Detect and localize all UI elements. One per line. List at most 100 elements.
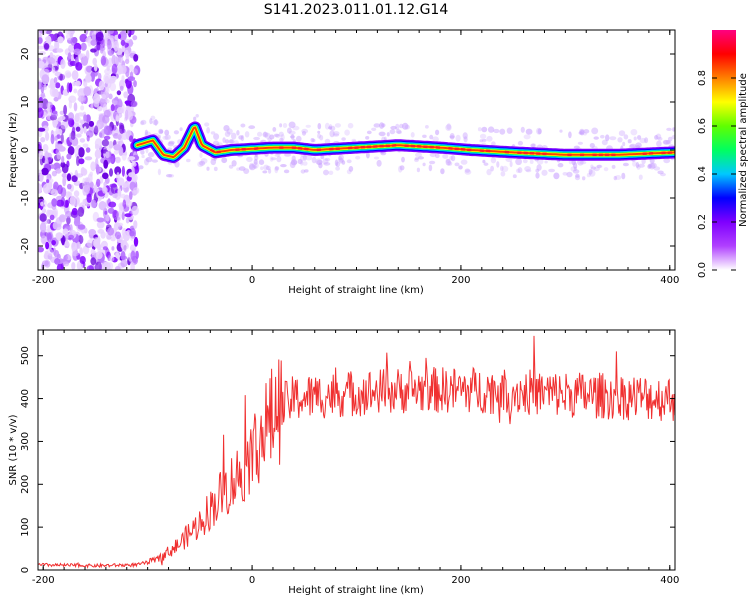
noise-blob xyxy=(53,97,59,102)
noise-blob xyxy=(41,199,47,208)
noise-blob xyxy=(86,193,92,203)
noise-blob xyxy=(68,118,72,126)
haze-blob xyxy=(402,122,409,130)
haze-blob xyxy=(243,168,250,175)
haze-blob xyxy=(605,134,610,142)
noise-blob xyxy=(113,150,119,155)
haze-blob xyxy=(515,168,521,173)
noise-blob xyxy=(114,216,121,221)
haze-blob xyxy=(617,137,623,143)
noise-blob xyxy=(38,96,43,103)
haze-blob xyxy=(579,160,587,165)
noise-blob xyxy=(54,135,58,141)
haze-blob xyxy=(500,171,506,177)
noise-blob xyxy=(124,49,129,58)
haze-blob xyxy=(249,162,254,170)
noise-blob xyxy=(73,190,80,198)
noise-blob xyxy=(107,30,115,35)
haze-blob xyxy=(287,127,292,134)
haze-blob xyxy=(254,154,259,161)
ridge-peak xyxy=(297,146,303,150)
haze-blob xyxy=(159,130,164,134)
noise-blob xyxy=(96,178,101,188)
snr-ytick-label: 200 xyxy=(20,475,31,494)
haze-blob xyxy=(197,161,204,168)
haze-blob xyxy=(323,169,329,176)
haze-blob xyxy=(637,135,642,140)
noise-blob xyxy=(52,66,56,74)
haze-blob xyxy=(663,158,671,164)
noise-blob xyxy=(73,218,81,227)
noise-blob xyxy=(67,183,72,190)
noise-blob xyxy=(92,57,97,66)
haze-blob xyxy=(464,169,472,175)
spectrogram-ytick-label: 0 xyxy=(20,147,31,153)
noise-blob xyxy=(38,60,45,69)
haze-blob xyxy=(636,164,641,170)
haze-blob xyxy=(279,123,283,128)
haze-blob xyxy=(655,133,662,140)
noise-blob xyxy=(64,255,68,261)
haze-blob xyxy=(390,125,397,130)
spectrogram-ylabel: Frequency (Hz) xyxy=(8,112,19,188)
noise-blob xyxy=(57,144,63,149)
noise-blob xyxy=(90,248,96,256)
colorbar-tick-label: 0.0 xyxy=(697,262,708,278)
noise-blob xyxy=(57,128,63,135)
ridge-peak xyxy=(304,147,309,151)
noise-blob xyxy=(71,241,77,252)
noise-blob xyxy=(125,200,133,207)
noise-blob xyxy=(85,65,93,73)
noise-blob xyxy=(102,185,107,194)
haze-blob xyxy=(611,164,616,169)
noise-blob xyxy=(107,49,114,56)
haze-blob xyxy=(460,159,468,165)
noise-blob xyxy=(78,95,86,103)
noise-blob xyxy=(130,261,135,270)
haze-blob xyxy=(464,168,471,173)
noise-blob xyxy=(102,172,109,180)
haze-blob xyxy=(335,161,341,167)
haze-blob xyxy=(373,123,381,128)
noise-blob xyxy=(88,120,95,127)
noise-blob xyxy=(41,208,47,214)
noise-blob xyxy=(83,114,87,122)
snr-xtick-label: 200 xyxy=(451,575,470,586)
noise-blob xyxy=(61,155,65,164)
haze-blob xyxy=(647,164,652,169)
haze-blob xyxy=(573,145,580,149)
noise-blob xyxy=(93,63,98,72)
noise-blob xyxy=(131,205,139,216)
haze-blob xyxy=(486,168,492,176)
haze-blob xyxy=(522,159,528,164)
noise-blob xyxy=(78,147,85,158)
haze-blob xyxy=(524,166,531,172)
noise-blob xyxy=(120,65,127,75)
haze-blob xyxy=(150,115,156,121)
haze-blob xyxy=(253,165,257,169)
noise-blob xyxy=(102,246,108,251)
noise-blob xyxy=(94,149,102,159)
noise-blob xyxy=(71,207,78,216)
haze-blob xyxy=(572,169,580,174)
noise-blob xyxy=(113,40,119,52)
noise-blob xyxy=(55,91,59,97)
haze-blob xyxy=(490,157,497,164)
noise-blob xyxy=(132,255,137,264)
haze-blob xyxy=(290,134,295,140)
noise-blob xyxy=(105,214,110,222)
noise-blob xyxy=(83,184,91,193)
noise-blob xyxy=(104,38,108,47)
noise-blob xyxy=(64,70,72,79)
noise-blob xyxy=(57,36,64,44)
haze-blob xyxy=(297,158,303,165)
noise-blob xyxy=(47,248,54,256)
haze-blob xyxy=(591,127,599,135)
haze-blob xyxy=(164,134,171,140)
haze-blob xyxy=(337,155,342,161)
noise-blob xyxy=(105,151,110,159)
noise-blob xyxy=(104,75,110,84)
noise-blob xyxy=(80,167,86,176)
haze-blob xyxy=(348,166,354,172)
